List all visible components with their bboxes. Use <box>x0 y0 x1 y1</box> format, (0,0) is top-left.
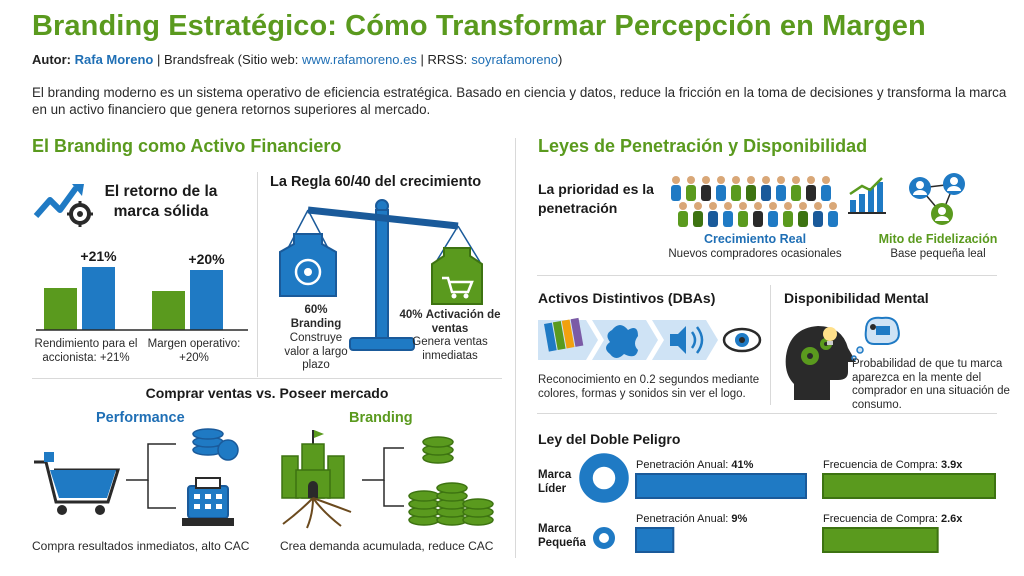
dbas-chevrons-icon <box>538 317 762 360</box>
doble-penetration-bar-1 <box>635 527 675 553</box>
doble-penetration-bar-0 <box>635 473 807 499</box>
growth-chart-icon <box>848 177 886 214</box>
doble-row-name-0-0: Marca <box>538 469 572 481</box>
doble-frequency-label-0: Frecuencia de Compra: 3.9x <box>823 459 963 471</box>
dbas-desc: Reconocimiento en 0.2 segundos mediante … <box>538 374 760 400</box>
mental-title: Disponibilidad Mental <box>784 290 929 306</box>
left-top-divider <box>257 172 258 377</box>
doble-frequency-label-1: Frecuencia de Compra: 2.6x <box>823 513 963 525</box>
right-divider-2 <box>537 413 997 414</box>
left-heading: El Branding como Activo Financiero <box>32 136 342 156</box>
performance-label: Performance <box>96 410 185 426</box>
retorno-caption-2: Margen operativo: +20% <box>147 338 241 364</box>
branding-castle-icon <box>281 430 494 529</box>
regla-left-name: Branding <box>290 317 342 330</box>
mental-desc: Probabilidad de que tu marca aparezca en… <box>852 358 1010 411</box>
doble-ring-1 <box>593 527 615 549</box>
myth-desc: Base pequeña leal <box>890 248 986 260</box>
regla-right-label: 40% Activación de ventas <box>398 309 502 336</box>
regla-title: La Regla 60/40 del crecimiento <box>270 174 482 190</box>
doble-penetration-label-1: Penetración Anual: 9% <box>636 513 748 525</box>
branding-label: Branding <box>349 410 413 426</box>
main-divider <box>515 138 516 558</box>
regla-right-pct: 40% <box>399 309 423 321</box>
myth-label: Mito de Fidelización <box>878 232 998 246</box>
doble-frequency-bar-1 <box>822 527 939 553</box>
regla-left-label: 60% Branding <box>278 304 354 331</box>
doble-row-name-1-0: Marca <box>538 523 572 535</box>
performance-caption: Compra resultados inmediatos, alto CAC <box>32 539 250 553</box>
byline-part-1: | Brandsfreak (Sitio web: <box>156 52 299 67</box>
dbas-title: Activos Distintivos (DBAs) <box>538 290 716 306</box>
performance-cart-icon <box>34 428 239 526</box>
right-heading: Leyes de Penetración y Disponibilidad <box>538 136 868 156</box>
right-divider-v <box>770 285 771 405</box>
balance-scale-icon <box>279 199 483 351</box>
crowd-icon <box>671 176 838 227</box>
retorno-bar-1-1 <box>190 270 223 330</box>
regla-left-desc: Construye valor a largo plazo <box>284 332 348 371</box>
doble-frequency-bar-0 <box>822 473 996 499</box>
retorno-caption-1: Rendimiento para el accionista: +21% <box>34 338 138 364</box>
social-link[interactable]: soyrafamoreno <box>471 52 558 67</box>
retorno-bar-1-0 <box>152 291 185 330</box>
right-divider-1 <box>537 275 997 276</box>
intro-text: El branding moderno es un sistema operat… <box>32 85 1007 117</box>
author-name[interactable]: Rafa Moreno <box>74 52 154 67</box>
doble-title: Ley del Doble Peligro <box>538 431 681 447</box>
regla-right-desc: Genera ventas inmediatas <box>412 336 488 362</box>
regla-left-pct: 60% <box>304 304 328 316</box>
byline: Autor: Rafa Moreno | Brandsfreak (Sitio … <box>32 52 562 67</box>
regla-right-name: Activación de ventas <box>425 309 501 335</box>
author-label: Autor: <box>32 52 71 67</box>
retorno-title: El retorno de la marca sólida <box>104 183 218 220</box>
doble-row-name-0-1: Líder <box>538 483 567 495</box>
comprar-title: Comprar ventas vs. Poseer mercado <box>145 385 389 401</box>
retorno-bar-chart: +21% +20% <box>36 248 248 331</box>
website-link[interactable]: www.rafamoreno.es <box>302 52 417 67</box>
penetracion-title: La prioridad es la penetración <box>538 181 654 216</box>
network-people-icon <box>909 173 965 225</box>
growth-label: Crecimiento Real <box>703 232 807 246</box>
byline-part-2: | RRSS: <box>420 52 468 67</box>
doble-penetration-label-0: Penetración Anual: 41% <box>636 459 754 471</box>
doble-peligro-chart: Marca Líder Penetración Anual: 41% Frecuenc… <box>538 453 996 553</box>
growth-gear-icon <box>33 184 93 227</box>
retorno-value-label-0: +21% <box>80 248 117 264</box>
doble-row-name-1-1: Pequeña <box>538 537 587 549</box>
page-title: Branding Estratégico: Cómo Transformar P… <box>32 10 926 42</box>
doble-ring-0 <box>579 453 629 503</box>
retorno-bar-0-0 <box>44 288 77 330</box>
growth-desc: Nuevos compradores ocasionales <box>668 248 842 260</box>
mind-head-icon <box>785 316 900 400</box>
byline-part-3: ) <box>557 52 563 67</box>
branding-caption: Crea demanda acumulada, reduce CAC <box>280 539 494 553</box>
retorno-bar-0-1 <box>82 267 115 330</box>
retorno-value-label-1: +20% <box>188 251 225 267</box>
left-mid-divider <box>32 378 502 379</box>
